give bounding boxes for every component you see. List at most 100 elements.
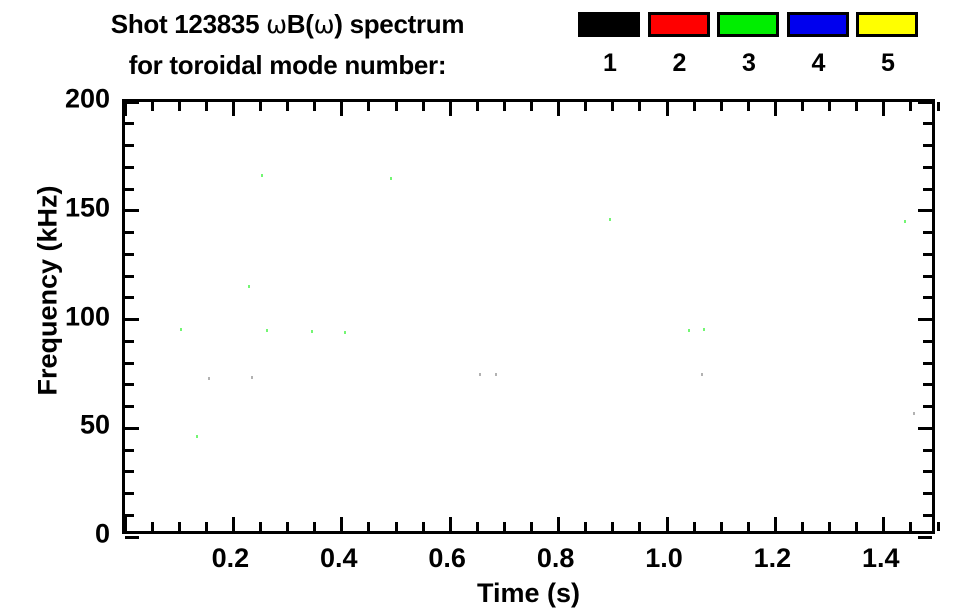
x-tick-top-0.65 [475,102,479,111]
x-tick-top-0.95 [638,102,642,111]
x-tick-top-1 [665,102,669,116]
x-tick-0.85 [584,522,588,531]
legend-item-3: 3 [717,12,781,77]
x-tick-0.1 [177,522,181,531]
x-tick-1.1 [719,522,723,531]
y-tick-120 [125,274,134,278]
x-tick-top-0.9 [611,102,615,111]
y-tick-60 [125,405,134,408]
y-tick-right-130 [923,252,932,256]
title-b-text: B( [286,9,314,39]
y-tick-130 [125,252,134,256]
x-tick-top-0.75 [530,102,533,111]
data-point-mode-3 [904,220,907,224]
x-tick-0.95 [638,522,642,531]
y-tick-label-50: 50 [79,409,110,440]
x-tick-label-0.4: 0.4 [320,543,358,573]
x-tick-1.05 [692,522,696,531]
data-point-mode-3 [266,328,268,332]
data-point-mode-1 [251,375,254,379]
x-tick-1.4 [882,517,886,531]
title-spectrum-text: ) spectrum [334,9,465,39]
x-tick-top-0.25 [259,102,262,111]
y-tick-right-90 [923,339,932,343]
omega-symbol-2: ω [313,10,335,39]
x-tick-1.15 [746,522,750,531]
legend-label-4: 4 [811,49,826,77]
title-shot-text: Shot 123835 [110,9,267,39]
x-tick-1.25 [801,522,804,531]
y-tick-right-190 [923,122,932,126]
y-tick-right-0 [918,535,932,539]
y-tick-200 [125,100,139,104]
data-point-mode-1 [495,372,498,376]
legend-swatch-2 [647,12,710,37]
x-tick-0.9 [611,522,615,531]
y-tick-50 [125,426,139,430]
x-tick-top-1.2 [773,102,777,116]
x-tick-0.65 [475,522,479,531]
x-tick-top-0.35 [313,102,317,111]
y-tick-right-170 [923,165,932,169]
y-tick-right-200 [918,100,932,104]
y-tick-right-80 [923,361,932,365]
data-point-mode-1 [701,373,704,377]
x-tick-0.3 [286,522,290,531]
legend-label-2: 2 [672,49,687,77]
x-tick-1.35 [855,522,859,531]
x-tick-0.45 [367,522,371,531]
legend: 1 2 3 4 5 [578,12,928,88]
x-tick-0.6 [448,517,452,531]
data-point-mode-3 [687,328,690,332]
x-tick-top-0.6 [448,102,452,116]
x-tick-top-0.1 [177,102,181,111]
legend-item-1: 1 [578,12,642,77]
legend-label-5: 5 [881,49,895,77]
x-tick-0.7 [502,522,506,531]
y-tick-right-150 [918,209,932,213]
y-tick-right-30 [923,470,932,474]
y-tick-160 [125,187,134,191]
x-tick-label-1.4: 1.4 [862,543,900,573]
y-axis-tick-labels: 0 50 100 150 200 [0,85,110,547]
x-tick-top-1.3 [828,102,832,111]
y-tick-right-40 [923,448,932,452]
y-tick-label-150: 150 [64,192,110,223]
legend-swatch-4 [786,12,849,37]
y-tick-100 [125,318,139,321]
data-point-mode-3 [343,331,346,335]
x-tick-top-1.1 [719,102,723,111]
x-tick-label-0.8: 0.8 [536,543,575,573]
y-tick-label-200: 200 [64,83,110,114]
x-tick-0.15 [204,522,208,531]
data-point-mode-3 [179,327,182,331]
y-tick-170 [125,165,134,169]
y-tick-140 [125,231,134,234]
y-tick-right-120 [923,274,932,278]
y-tick-20 [125,492,134,495]
x-axis-title: Time (s) [476,578,581,608]
x-tick-top-0.7 [502,102,506,111]
chart-title: Shot 123835 ωB(ω) spectrum for toroidal … [0,4,575,85]
y-tick-right-160 [923,187,932,191]
y-tick-right-70 [923,383,932,387]
y-tick-90 [125,339,134,343]
y-tick-190 [125,122,134,126]
x-tick-label-0.2: 0.2 [211,543,250,573]
x-tick-top-0.5 [394,102,398,111]
y-tick-right-110 [923,296,932,300]
x-tick-top-0.15 [204,102,208,111]
x-tick-0.35 [313,522,317,531]
y-tick-180 [125,144,134,147]
x-tick-0.25 [259,522,262,531]
x-tick-0.2 [231,517,235,531]
x-tick-top-1.35 [855,102,859,111]
legend-item-2: 2 [647,12,712,77]
y-tick-right-100 [918,318,932,321]
data-point-mode-3 [702,328,705,332]
x-tick-top-0 [123,102,127,116]
x-tick-1.2 [773,517,777,531]
x-tick-top-1.05 [692,102,696,111]
x-tick-label-1.0: 1.0 [645,543,683,573]
data-point-mode-1 [208,376,210,380]
